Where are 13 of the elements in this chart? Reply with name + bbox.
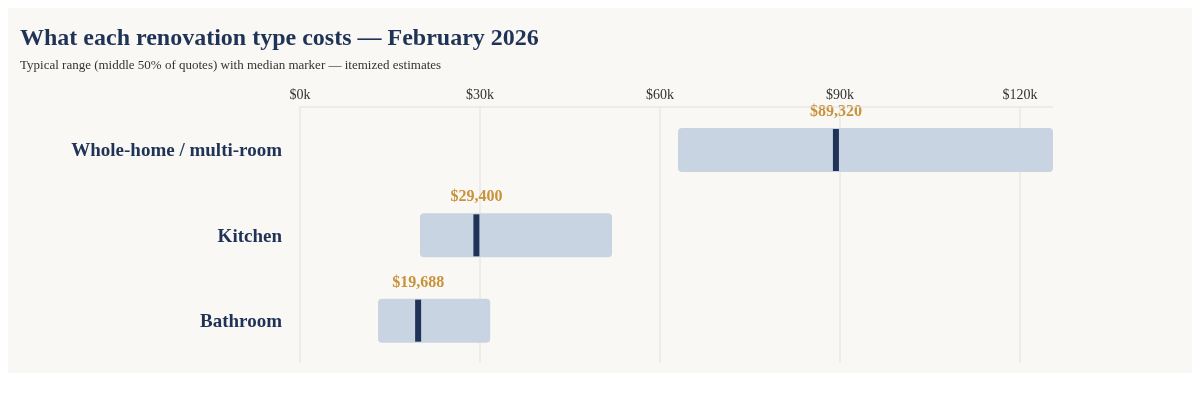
x-tick-label: $60k [646, 87, 674, 102]
annotation: $29,400 [450, 187, 503, 205]
chart-title: What each renovation type costs — February 2026 [20, 24, 540, 51]
y-tick-label: Kitchen [217, 224, 283, 246]
x-tick-label: $120k [1002, 87, 1038, 102]
x-tick-label: $30k [466, 87, 494, 102]
y-tick-label: Bathroom [200, 310, 283, 332]
x-tick-label: $90k [826, 87, 854, 102]
annotation: $89,320 [809, 102, 862, 119]
chart-subtitle: Typical range (middle 50% of quotes) with median marker — itemized estimates [20, 57, 443, 73]
y-tick-label: Whole-home / multi-room [71, 139, 283, 161]
x-tick-label: $0k [289, 87, 311, 102]
annotation: $19,688 [392, 272, 445, 290]
